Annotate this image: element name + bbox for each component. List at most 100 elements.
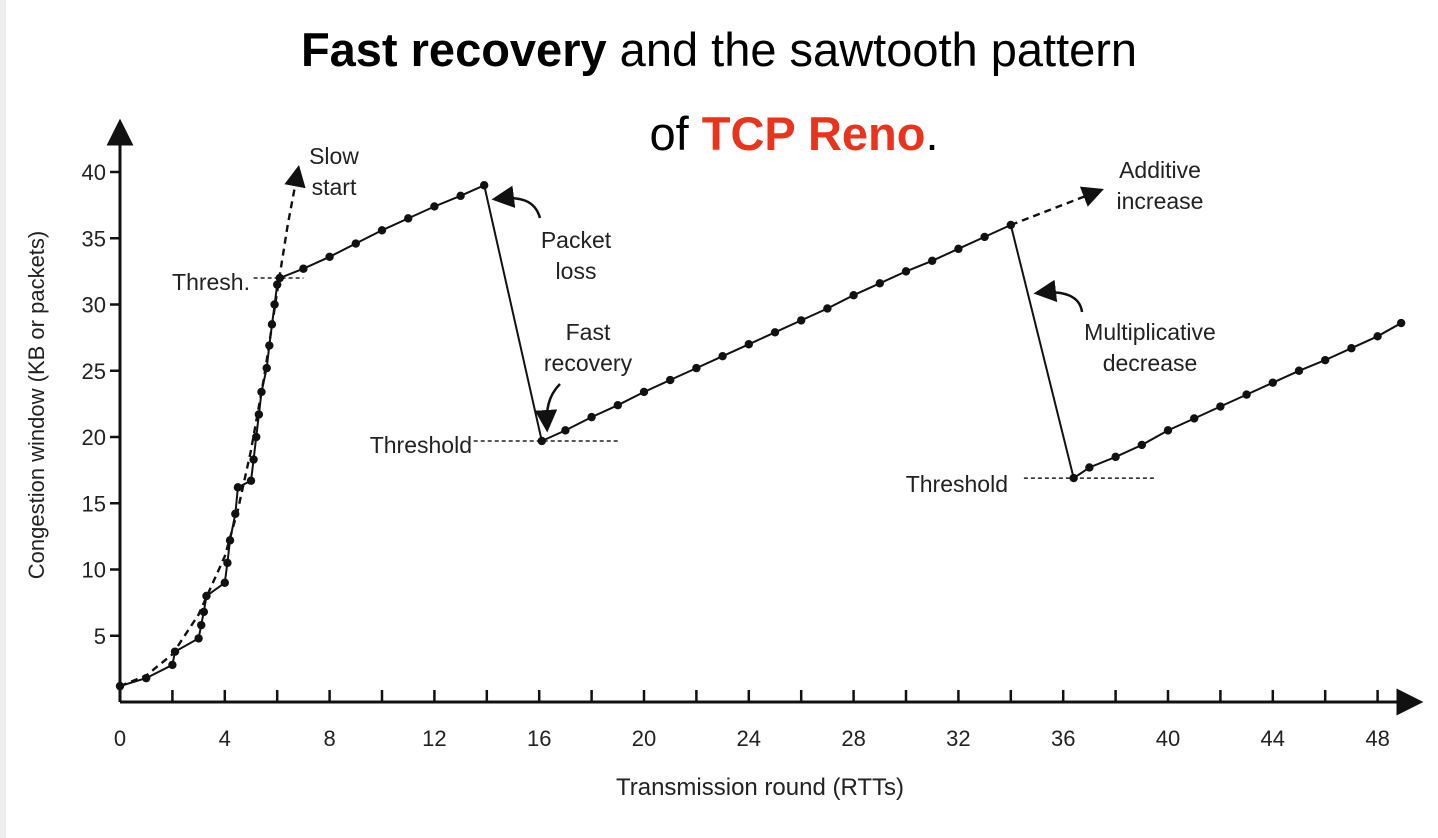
cwnd-point	[479, 181, 489, 190]
cwnd-point	[1347, 344, 1356, 353]
x-tick-label: 24	[737, 726, 761, 751]
cwnd-point	[223, 558, 232, 568]
x-tick-label: 28	[841, 726, 865, 751]
cwnd-point	[875, 279, 884, 288]
cwnd-point	[718, 351, 727, 361]
additive-increase-label-line: increase	[1117, 188, 1204, 214]
cwnd-point	[351, 239, 360, 248]
multiplicative-decrease-label: Multiplicative decrease	[1084, 319, 1216, 376]
cwnd-point	[168, 660, 177, 670]
cwnd-point	[823, 304, 832, 313]
cwnd-point	[220, 578, 229, 587]
slow-start-label: Slow start	[309, 143, 359, 200]
cwnd-point	[849, 291, 858, 300]
x-tick-label: 16	[527, 726, 551, 751]
multiplicative-decrease-label-line: Multiplicative	[1084, 319, 1216, 345]
packet-loss-pointer-arrow	[491, 185, 542, 219]
packet-loss-label: Packet loss	[541, 227, 612, 284]
fast-recovery-label: Fast recovery	[544, 319, 633, 376]
series-layer	[115, 165, 1406, 691]
slide-title-line-2: of TCP Reno.	[0, 106, 1438, 161]
x-tick-label: 12	[422, 726, 446, 751]
cwnd-point	[225, 536, 235, 545]
additive-increase-label: Additive increase	[1117, 157, 1204, 214]
annotations: Slow start Packet loss Fast recovery Additive i…	[309, 143, 1216, 433]
cwnd-point	[1268, 378, 1278, 387]
cwnd-point	[404, 214, 413, 223]
cwnd-point	[325, 252, 334, 261]
slow-start-label-line: start	[312, 174, 357, 200]
cwnd-point	[744, 340, 753, 349]
x-tick-label: 32	[946, 726, 970, 751]
cwnd-line	[119, 183, 1402, 688]
cwnd-point	[249, 455, 258, 464]
title-period: .	[925, 107, 939, 160]
cwnd-point	[1163, 426, 1173, 435]
y-tick-label: 20	[82, 425, 106, 450]
cwnd-point	[199, 607, 209, 617]
title-tcp-reno: TCP Reno	[701, 107, 926, 160]
cwnd-point	[666, 375, 675, 385]
additive-increase-dashed-line	[1010, 186, 1104, 227]
y-axis-label: Congestion window (KB or packets)	[24, 231, 49, 580]
cwnd-point	[561, 426, 570, 435]
threshold-lines: Thresh. Threshold Threshold	[172, 269, 1155, 497]
cwnd-point	[537, 436, 547, 446]
y-tick-label: 5	[94, 624, 106, 649]
cwnd-point	[901, 267, 911, 276]
slow-start-dashed-curve	[119, 165, 306, 688]
cwnd-point	[430, 202, 439, 211]
cwnd-point	[1216, 402, 1225, 411]
x-tick-label: 20	[632, 726, 656, 751]
cwnd-point	[928, 256, 937, 265]
cwnd-point	[1396, 318, 1406, 328]
title-of-part: of	[649, 107, 702, 160]
slide-edge	[0, 0, 6, 838]
x-tick-label: 8	[323, 726, 335, 751]
cwnd-point	[797, 316, 806, 325]
x-tick-label: 40	[1156, 726, 1180, 751]
cwnd-point	[1111, 452, 1120, 462]
cwnd-point	[613, 401, 622, 410]
cwnd-point	[639, 387, 649, 397]
y-tick-label: 10	[82, 558, 106, 583]
x-tick-label: 0	[114, 726, 126, 751]
cwnd-point	[1321, 355, 1330, 365]
y-tick-label: 30	[82, 293, 106, 318]
slow-start-label-line: Slow	[309, 143, 359, 169]
x-tick-label: 44	[1261, 726, 1285, 751]
x-tick-label: 48	[1365, 726, 1389, 751]
cwnd-point	[299, 264, 308, 273]
cwnd-point	[197, 620, 206, 630]
cwnd-point	[1373, 332, 1382, 341]
multiplicative-decrease-pointer-arrow	[1033, 279, 1084, 313]
cwnd-point	[1190, 414, 1199, 423]
cwnd-point	[770, 328, 780, 337]
cwnd-point	[1085, 463, 1094, 472]
cwnd-point	[456, 191, 465, 201]
y-tick-label: 35	[82, 226, 106, 251]
cwnd-point	[954, 244, 963, 254]
threshold-label: Threshold	[906, 471, 1008, 497]
slide-title-line-1: Fast recovery and the sawtooth pattern	[0, 22, 1438, 77]
packet-loss-label-line: loss	[556, 258, 597, 284]
cwnd-point	[692, 363, 701, 373]
x-axis-label: Transmission round (RTTs)	[616, 774, 904, 801]
y-tick-label: 15	[82, 491, 106, 516]
cwnd-point	[246, 476, 256, 485]
cwnd-point	[587, 412, 596, 422]
x-tick-label: 36	[1051, 726, 1075, 751]
cwnd-point	[233, 483, 243, 492]
y-tick-label: 25	[82, 359, 106, 384]
fast-recovery-pointer-arrow	[534, 383, 561, 433]
threshold-label: Threshold	[370, 432, 472, 458]
packet-loss-label-line: Packet	[541, 227, 612, 253]
multiplicative-decrease-label-line: decrease	[1103, 350, 1198, 376]
y-tick-label: 40	[82, 160, 106, 185]
fast-recovery-label-line: Fast	[566, 319, 611, 345]
threshold-label: Thresh.	[172, 269, 250, 295]
cwnd-point	[194, 634, 203, 643]
cwnd-point	[1137, 440, 1147, 450]
cwnd-point	[377, 226, 387, 235]
